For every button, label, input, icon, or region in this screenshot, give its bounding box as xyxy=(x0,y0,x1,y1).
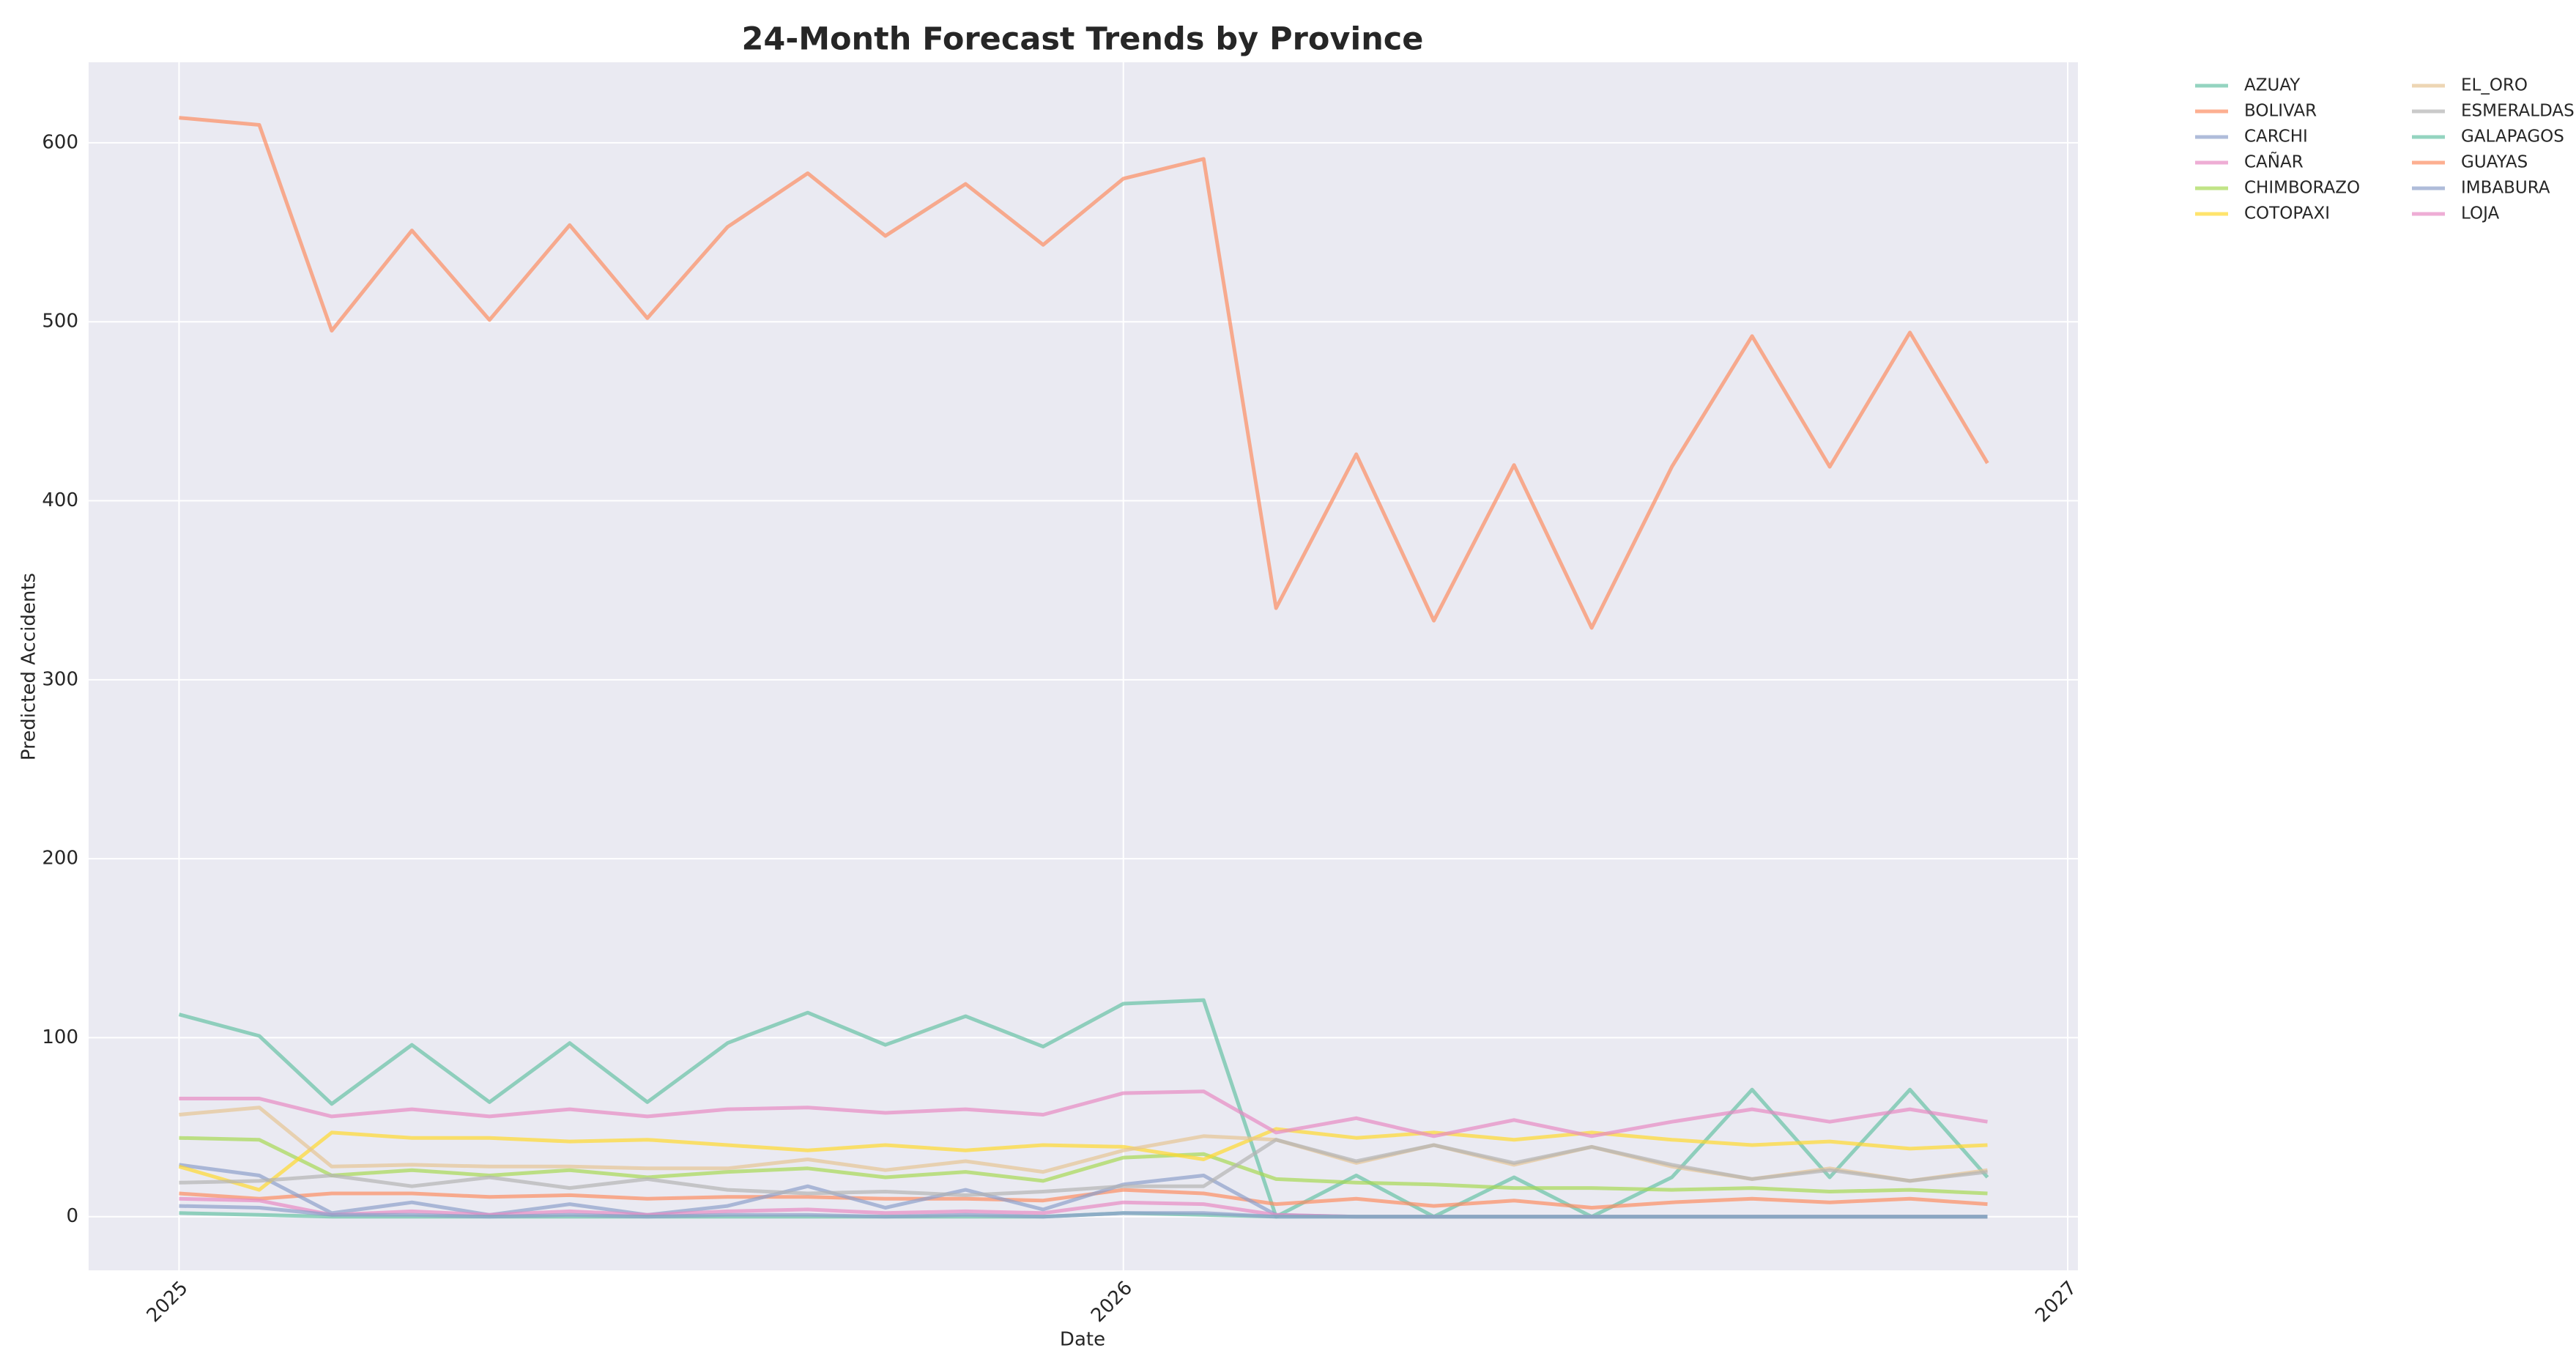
y-tick-label: 400 xyxy=(42,489,78,511)
y-tick-label: 600 xyxy=(42,131,78,153)
series-line xyxy=(179,1138,1988,1197)
y-tick-label: 300 xyxy=(42,668,78,690)
y-tick-label: 0 xyxy=(66,1205,78,1227)
series-line xyxy=(179,1089,1988,1138)
legend-label: GUAYAS xyxy=(2461,153,2528,172)
series-line xyxy=(178,998,1989,1219)
plot-background xyxy=(89,62,2078,1270)
legend-label: COTOPAXI xyxy=(2244,204,2330,223)
legend-label: CAÑAR xyxy=(2244,152,2304,172)
series-line xyxy=(179,1136,1988,1196)
y-tick-label: 100 xyxy=(42,1026,78,1048)
chart-title: 24-Month Forecast Trends by Province xyxy=(742,21,1424,58)
x-tick-label: 2027 xyxy=(2031,1277,2081,1327)
legend-label: LOJA xyxy=(2461,204,2499,223)
legend-label: AZUAY xyxy=(2244,76,2301,95)
legend-label: BOLIVAR xyxy=(2244,102,2317,121)
legend-label: GALAPAGOS xyxy=(2461,127,2564,147)
legend-label: CHIMBORAZO xyxy=(2244,179,2360,198)
series-line xyxy=(179,1204,1988,1219)
series-line xyxy=(178,1127,1988,1192)
x-tick-label: 2025 xyxy=(143,1277,193,1327)
series-line xyxy=(179,116,1989,630)
legend-label: ESMERALDAS xyxy=(2461,102,2575,121)
y-tick-label: 200 xyxy=(42,848,78,870)
x-tick-label: 2026 xyxy=(1087,1277,1137,1327)
legend-label: EL_ORO xyxy=(2461,76,2528,95)
x-axis-label: Date xyxy=(1060,1329,1105,1351)
legend-label: CARCHI xyxy=(2244,127,2308,147)
y-axis-label: Predicted Accidents xyxy=(18,573,40,760)
legend-label: IMBABURA xyxy=(2461,179,2550,198)
y-tick-label: 500 xyxy=(42,311,78,333)
